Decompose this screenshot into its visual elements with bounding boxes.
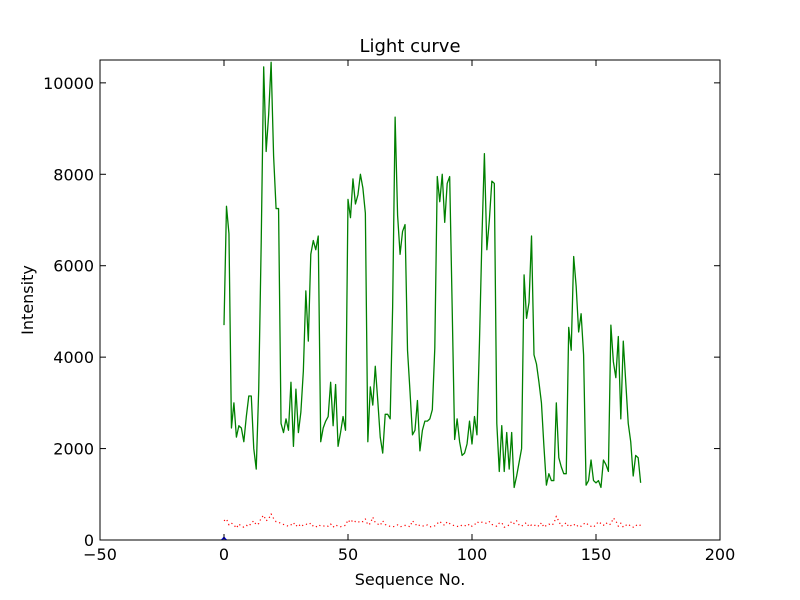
chart-title: Light curve [359, 36, 460, 57]
x-tick-label: 0 [219, 545, 229, 564]
y-axis-title: Intensity [18, 265, 37, 335]
plot-area [100, 60, 720, 540]
x-tick-label: 150 [581, 545, 612, 564]
series-line-1 [223, 61, 642, 489]
y-tick-label: 2000 [53, 440, 94, 459]
series-line-2 [223, 513, 641, 529]
x-tick-label: 200 [705, 545, 736, 564]
x-tick-label: 50 [338, 545, 358, 564]
x-axis-title: Sequence No. [355, 570, 466, 589]
y-tick-label: 6000 [53, 257, 94, 276]
y-tick-label: 8000 [53, 165, 94, 184]
x-tick-label: 100 [457, 545, 488, 564]
plot-frame [99, 59, 721, 541]
x-tick-label: −50 [83, 545, 117, 564]
y-tick-label: 4000 [53, 348, 94, 367]
y-tick-label: 10000 [43, 74, 94, 93]
y-tick-label: 0 [84, 531, 94, 550]
